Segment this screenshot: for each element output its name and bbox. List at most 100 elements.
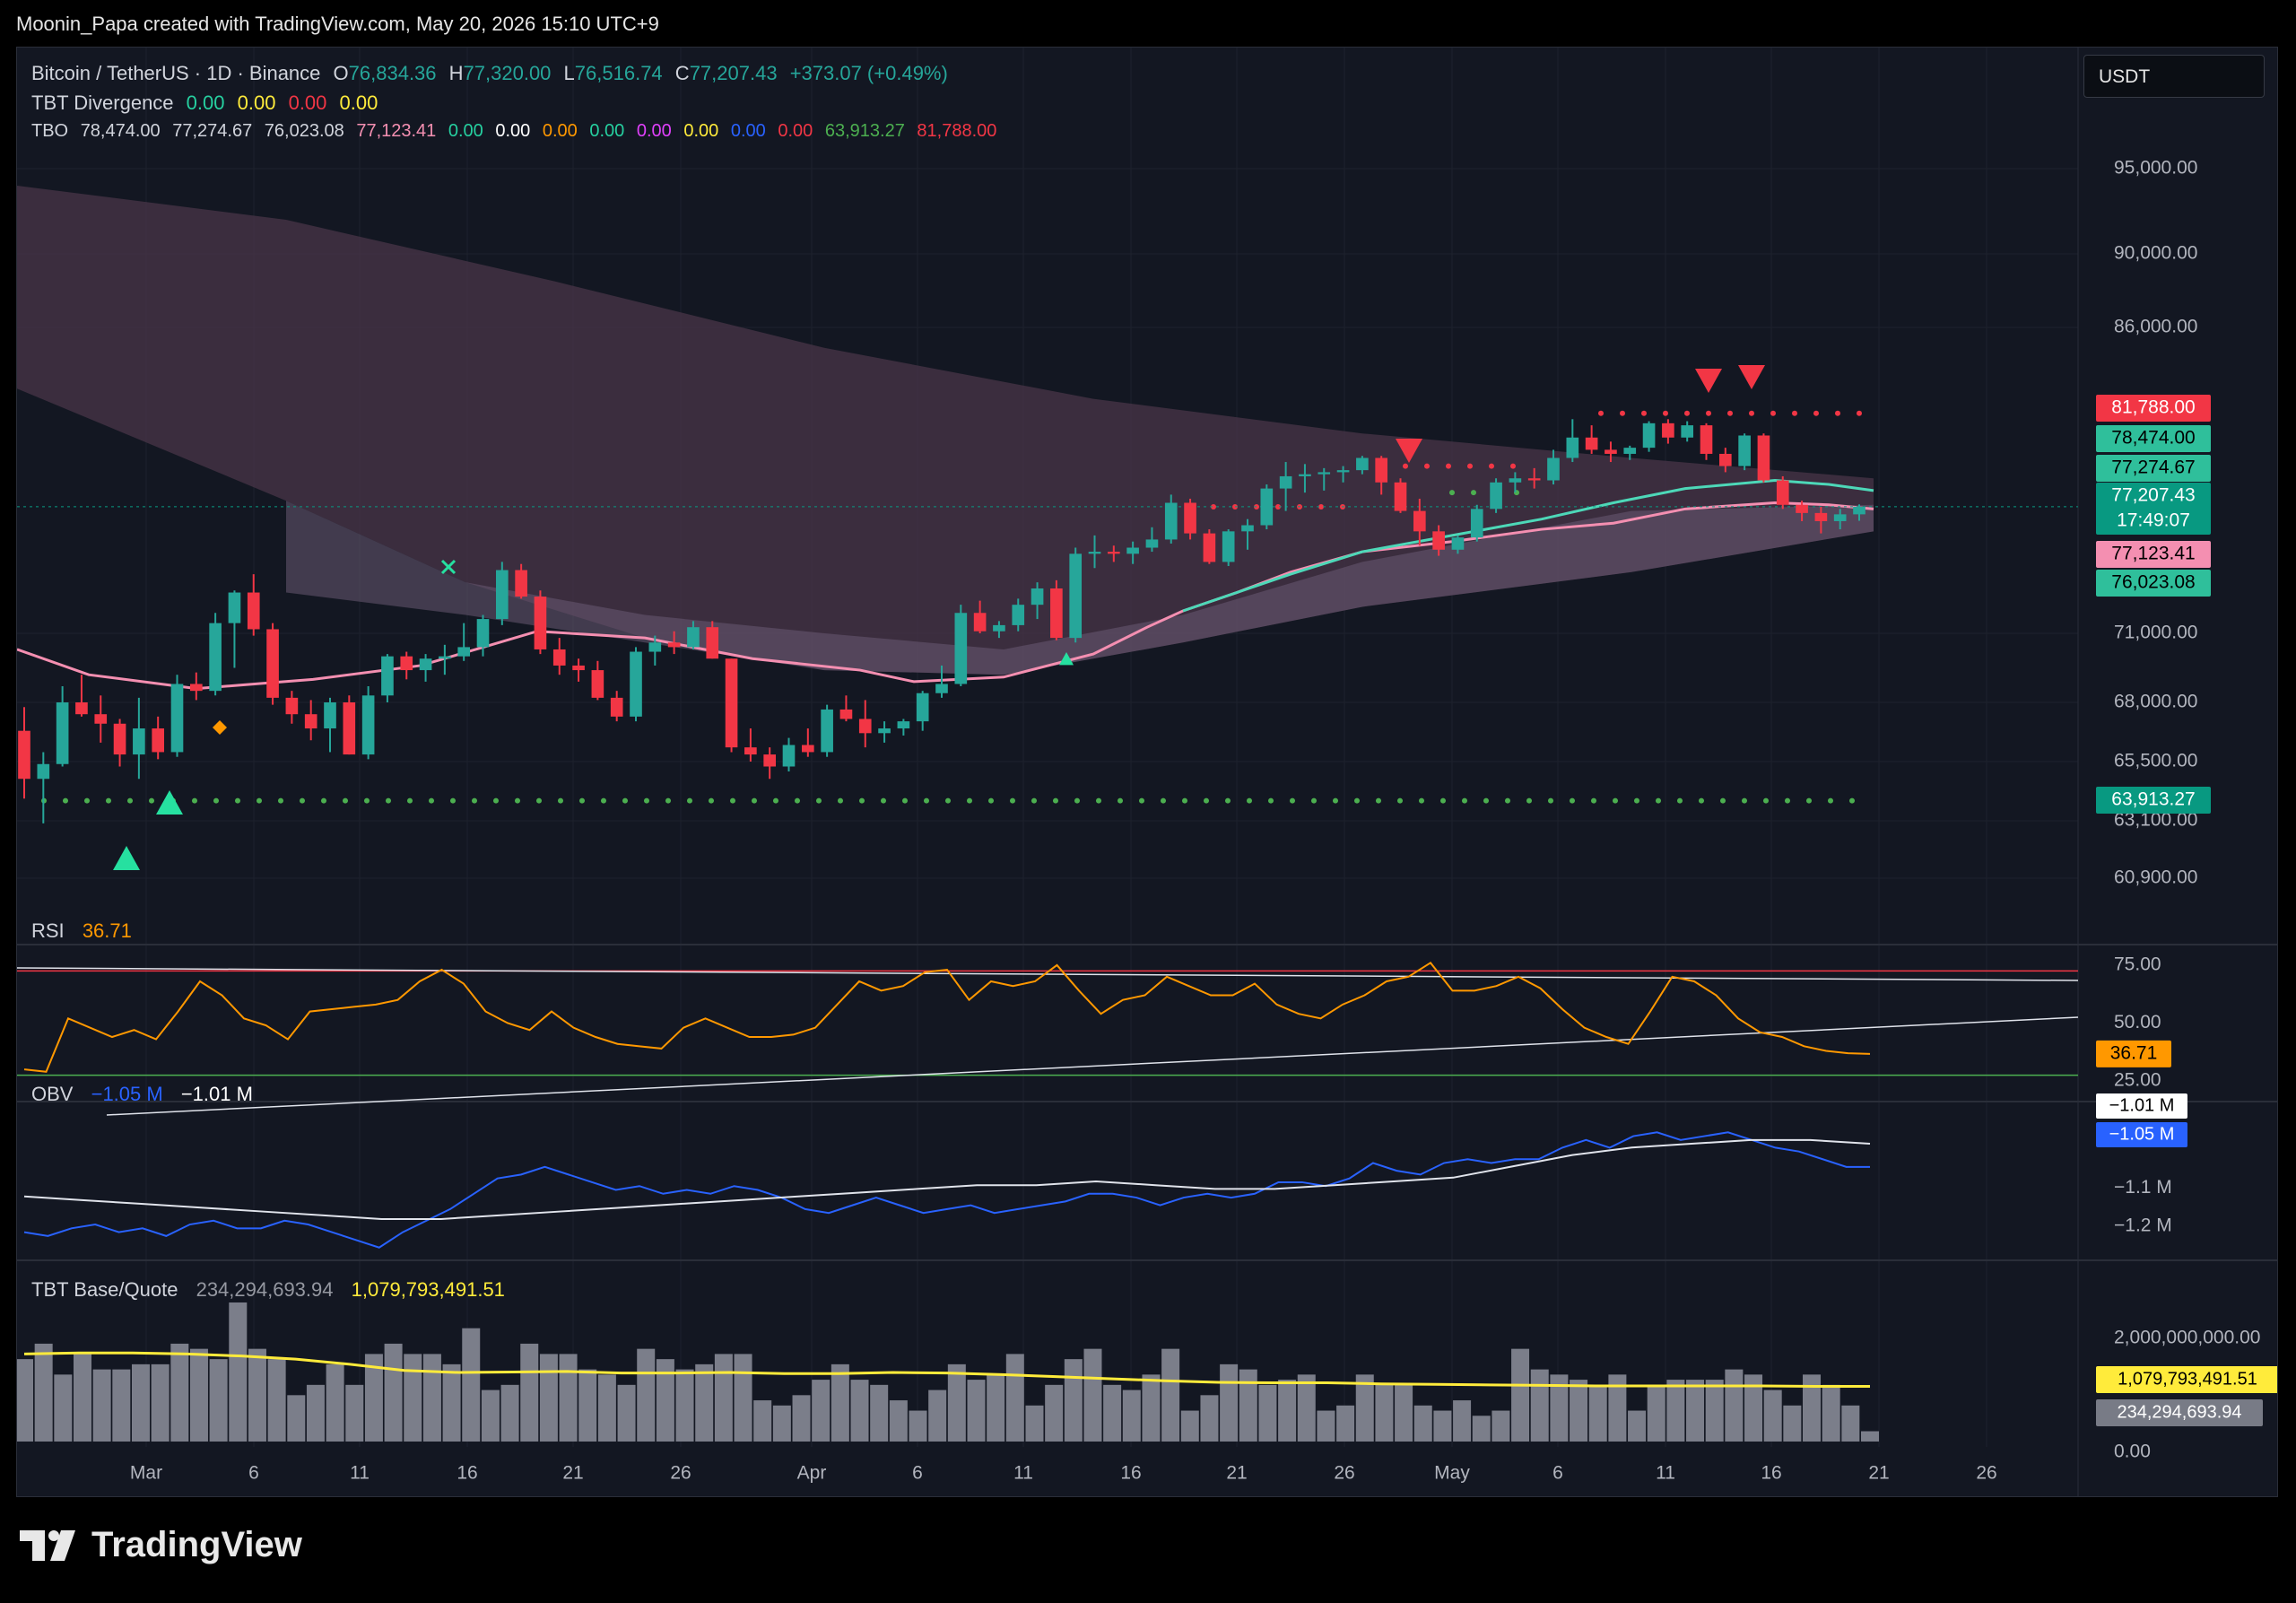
candle-body <box>1490 482 1502 510</box>
candle-body <box>1662 423 1674 438</box>
rsi-name[interactable]: RSI <box>31 919 65 942</box>
resistance-dot <box>1792 410 1797 416</box>
volume-bar <box>714 1354 733 1442</box>
base-quote-legend: TBT Base/Quote 234,294,693.94 1,079,793,… <box>31 1278 517 1302</box>
support-dot <box>709 797 714 804</box>
tbo-name[interactable]: TBO <box>31 121 69 141</box>
volume-bar <box>92 1369 111 1442</box>
sell-signal-triangle <box>1396 439 1422 463</box>
volume-bar <box>695 1363 714 1442</box>
tbo-value-4: 77,123.41 <box>356 121 437 141</box>
candle-body <box>687 627 700 648</box>
chart-frame[interactable]: 95,000.00 90,000.00 86,000.00 71,000.00 68,0… <box>16 47 2278 1497</box>
obv-axis-label: −1.2 M <box>2114 1215 2172 1236</box>
support-dot <box>558 797 563 804</box>
volume-bar <box>54 1374 73 1442</box>
rsi-tag <box>2096 1040 2171 1067</box>
candle-body <box>56 702 69 764</box>
candle-body <box>1069 553 1083 639</box>
volume-bar <box>1355 1374 1374 1442</box>
candle-body <box>1642 423 1656 449</box>
support-dot <box>1505 797 1510 804</box>
obv-name[interactable]: OBV <box>31 1083 74 1105</box>
resistance-dot <box>1684 410 1690 416</box>
volume-bar <box>442 1363 461 1442</box>
volume-bar <box>1278 1380 1297 1442</box>
candle-body <box>1336 470 1350 473</box>
support-dot <box>902 797 908 804</box>
volume-bar <box>812 1380 831 1442</box>
base-quote-name[interactable]: TBT Base/Quote <box>31 1278 178 1301</box>
time-axis-label: 6 <box>248 1463 259 1484</box>
countdown-text: 17:49:07 <box>2117 510 2190 531</box>
candle-body <box>515 570 527 597</box>
cloud-inner-band <box>286 501 1874 675</box>
support-dot <box>364 797 370 804</box>
candle-body <box>1164 502 1178 540</box>
candle-body <box>209 623 222 692</box>
support-dot <box>730 797 735 804</box>
currency-selector[interactable]: USDT <box>2083 55 2265 98</box>
price-axis-label: 63,100.00 <box>2114 810 2197 831</box>
candle-body <box>916 693 929 722</box>
rsi-trendline-lower <box>106 1016 2079 1116</box>
support-dot <box>536 797 542 804</box>
price-tag-text: 77,123.41 <box>2111 544 2195 564</box>
volume-bar <box>1045 1384 1064 1442</box>
resistance-dot <box>1663 410 1668 416</box>
candle-body <box>1203 533 1216 562</box>
volume-bar <box>1413 1405 1432 1442</box>
candle-body <box>152 728 165 753</box>
time-axis-label: 6 <box>1552 1463 1563 1484</box>
time-axis-label: 21 <box>1226 1463 1247 1484</box>
volume-bar <box>326 1363 344 1442</box>
volume-bar <box>1705 1380 1724 1442</box>
volume-bar <box>1647 1384 1665 1442</box>
price-tag-text: 77,274.67 <box>2111 457 2195 478</box>
candle-body <box>1776 480 1789 505</box>
volume-bar <box>229 1302 248 1442</box>
volume-axis-label: 0.00 <box>2114 1442 2151 1462</box>
volume-bar <box>1122 1390 1141 1442</box>
candle-body <box>782 745 796 767</box>
candle-body <box>572 665 585 671</box>
candle-body <box>1375 457 1388 483</box>
price-tag <box>2096 395 2211 422</box>
volume-bar <box>1103 1384 1122 1442</box>
divergence-name[interactable]: TBT Divergence <box>31 91 174 114</box>
volume-bar <box>422 1354 441 1442</box>
support-dot <box>1699 797 1704 804</box>
rsi-trendline-upper <box>17 967 2079 981</box>
price-tag <box>2096 425 2211 452</box>
buy-signal-triangle <box>156 790 183 815</box>
volume-ma-line <box>23 1351 1870 1389</box>
support-dot <box>1354 797 1360 804</box>
resistance-dot <box>1211 504 1216 510</box>
volume-bar <box>578 1369 597 1442</box>
support-dot <box>1656 797 1661 804</box>
tbo-value-11: 0.00 <box>730 121 766 141</box>
volume-bar <box>500 1384 519 1442</box>
support-dot <box>1462 797 1467 804</box>
candle-body <box>1623 448 1637 454</box>
candle-body <box>1088 552 1101 554</box>
time-axis-label: 26 <box>1976 1463 1996 1484</box>
time-axis-label: 16 <box>1120 1463 1141 1484</box>
volume-bar <box>987 1374 1005 1442</box>
price-axis-label: 60,900.00 <box>2114 867 2197 888</box>
candle-body <box>75 702 88 715</box>
candle-body <box>1605 449 1617 454</box>
candle-body <box>1126 547 1139 554</box>
candle-body <box>878 728 891 734</box>
volume-bar <box>559 1354 578 1442</box>
candle-body <box>897 721 910 729</box>
support-dot <box>1483 797 1489 804</box>
candle-body <box>1050 588 1063 639</box>
candle-body <box>1432 531 1445 550</box>
volume-bar <box>17 1359 33 1442</box>
symbol-name[interactable]: Bitcoin / TetherUS · 1D · Binance <box>31 62 321 84</box>
buy-signal-triangle <box>113 846 140 870</box>
volume-bar <box>1336 1405 1355 1442</box>
chart-canvas[interactable]: 95,000.00 90,000.00 86,000.00 71,000.00 68,0… <box>17 48 2277 1496</box>
price-tag <box>2096 787 2211 814</box>
